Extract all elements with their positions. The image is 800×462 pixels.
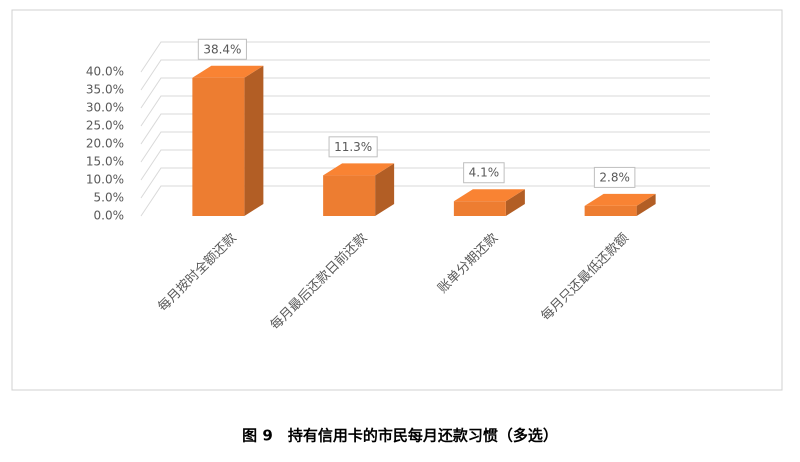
bar xyxy=(584,205,637,216)
bar-top xyxy=(323,163,395,176)
grid-line xyxy=(140,185,710,217)
y-tick-label: 0.0% xyxy=(94,209,125,223)
chart-frame xyxy=(11,9,783,391)
grid-line xyxy=(140,59,710,91)
bar-top xyxy=(192,65,264,78)
y-tick-label: 40.0% xyxy=(86,65,124,79)
y-tick-label: 20.0% xyxy=(86,137,124,151)
y-tick-label: 10.0% xyxy=(86,173,124,187)
data-label: 38.4% xyxy=(197,38,247,60)
data-label-text: 4.1% xyxy=(469,166,500,180)
grid-line xyxy=(140,113,710,145)
grid-line xyxy=(140,41,710,73)
bar-top xyxy=(584,193,656,206)
grid-line xyxy=(140,95,710,127)
y-tick-label: 15.0% xyxy=(86,155,124,169)
data-label: 2.8% xyxy=(593,166,636,188)
bar xyxy=(192,77,245,216)
data-label-box xyxy=(593,166,636,188)
y-tick-label: 5.0% xyxy=(94,191,125,205)
y-tick-label: 25.0% xyxy=(86,119,124,133)
data-label: 11.3% xyxy=(328,136,378,158)
bar-side xyxy=(636,193,656,216)
bar-side xyxy=(505,189,525,216)
data-label-box xyxy=(463,162,505,184)
y-tick-label: 35.0% xyxy=(86,83,124,97)
data-label-text: 11.3% xyxy=(334,140,372,154)
grid-line xyxy=(140,131,710,163)
data-label-text: 38.4% xyxy=(203,42,241,56)
grid-line xyxy=(140,77,710,109)
grid-line xyxy=(140,149,710,181)
bar-top xyxy=(453,189,525,202)
bar xyxy=(323,175,376,216)
data-label-text: 2.8% xyxy=(599,170,630,184)
data-label-box xyxy=(328,136,378,158)
bar-side xyxy=(244,65,264,216)
y-tick-label: 30.0% xyxy=(86,101,124,115)
bar-side xyxy=(375,163,395,216)
data-label: 4.1% xyxy=(463,162,505,184)
grid-line xyxy=(140,167,710,199)
chart-title: 图 9 持有信用卡的市民每月还款习惯（多选） xyxy=(242,427,558,445)
data-label-box xyxy=(197,38,247,60)
bar xyxy=(453,201,506,216)
